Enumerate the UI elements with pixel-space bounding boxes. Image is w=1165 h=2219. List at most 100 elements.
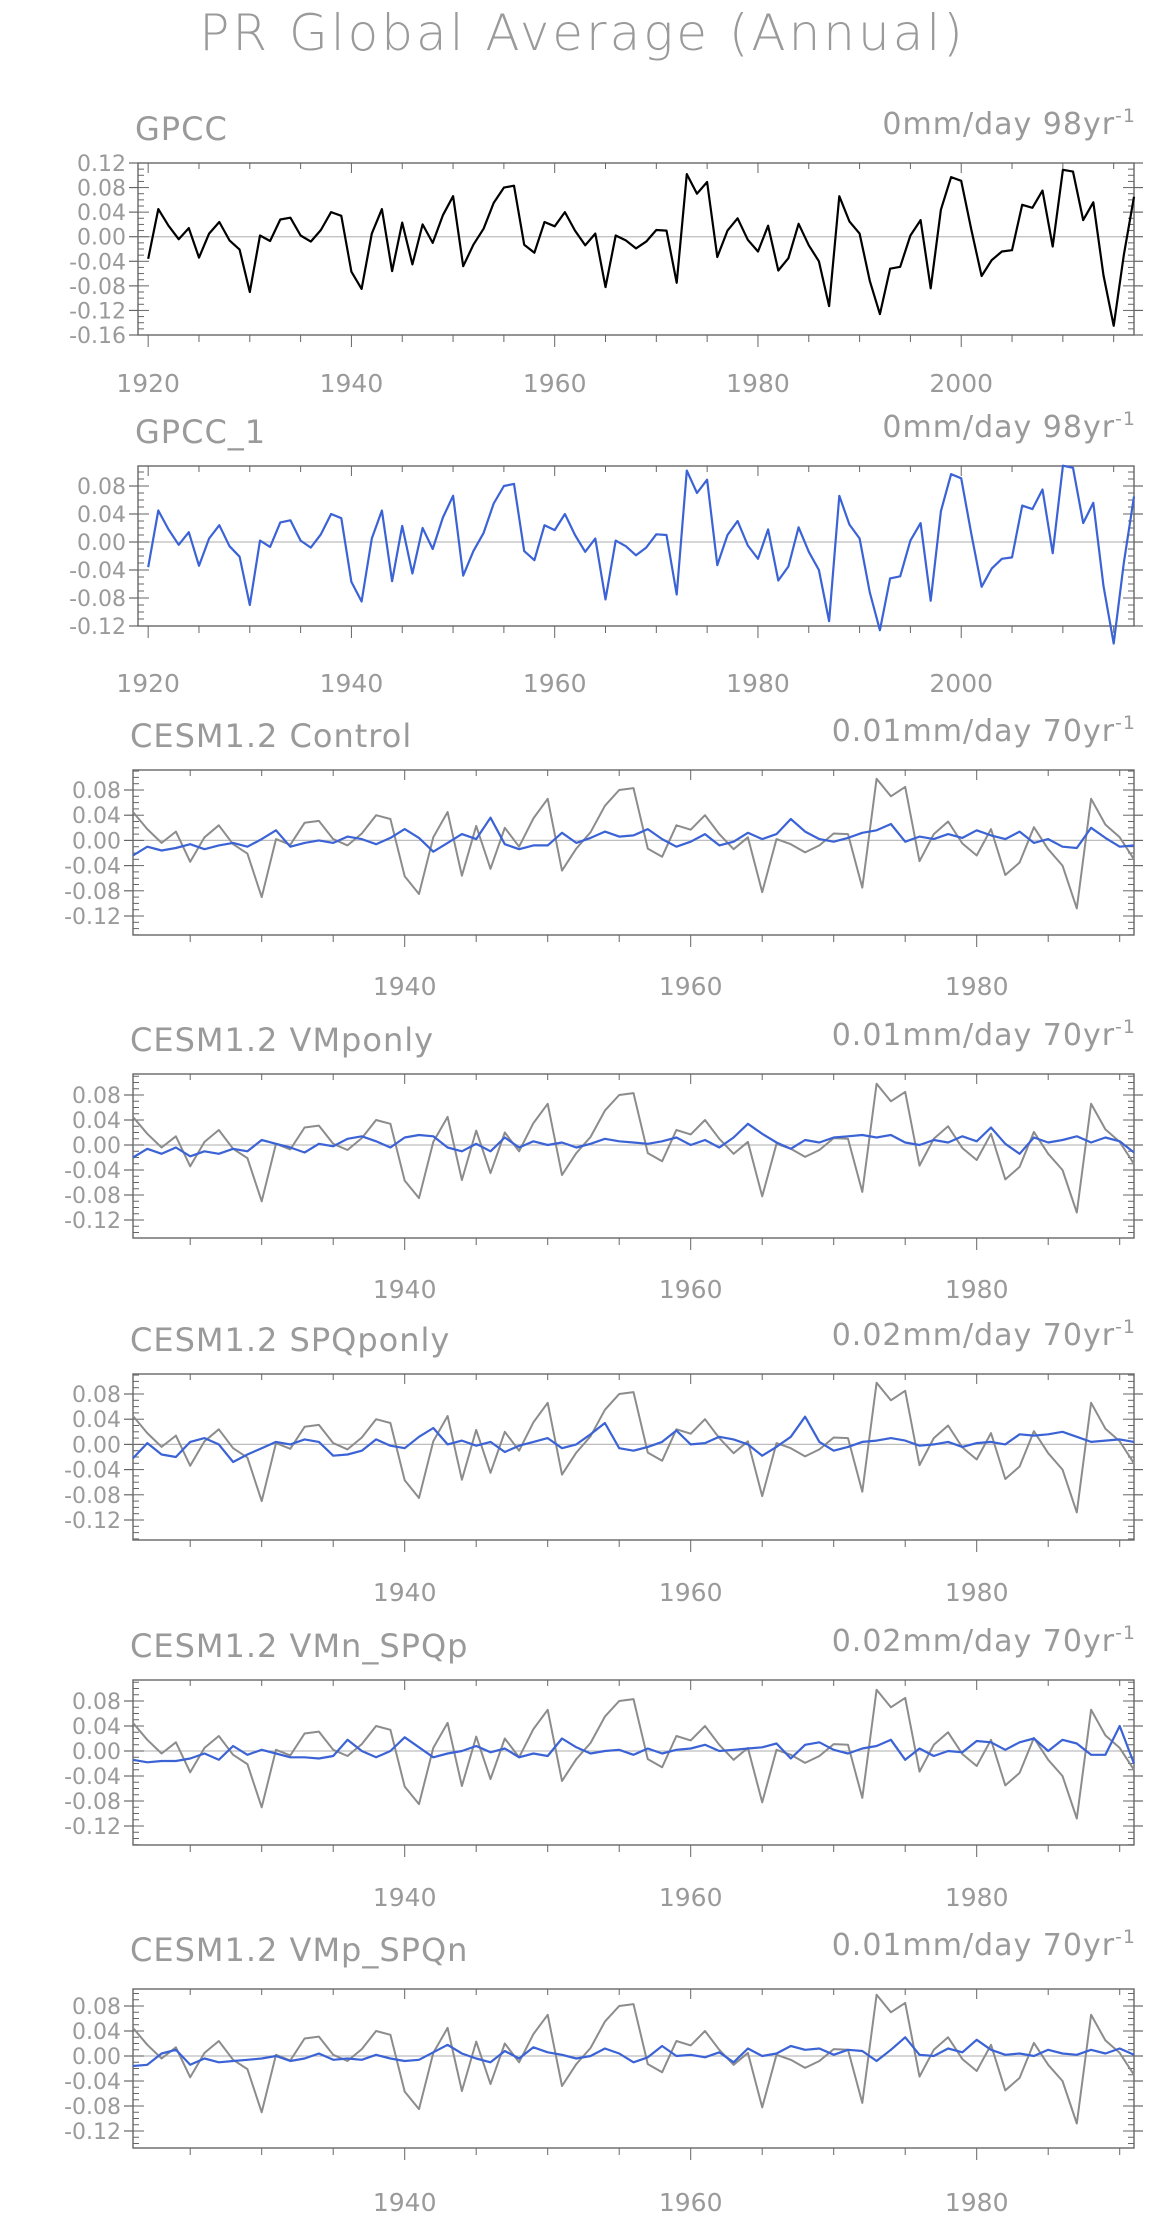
y-tick-label: 0.08 (77, 177, 126, 202)
trend-label: 0mm/day 98yr-1 (882, 105, 1136, 142)
y-tick-label: -0.12 (69, 299, 126, 324)
y-tick-label: 0.04 (77, 201, 126, 226)
x-tick-label: 1980 (726, 369, 790, 398)
y-tick-label: -0.04 (64, 1159, 121, 1184)
y-tick-label: -0.16 (69, 324, 126, 349)
y-tick-label: -0.12 (64, 905, 121, 930)
series-line-model (147, 464, 1136, 645)
x-tick-label: 1960 (659, 1578, 723, 1607)
y-tick-label: -0.04 (64, 2070, 121, 2095)
y-tick-label: -0.12 (64, 2120, 121, 2145)
x-tick-label: 1960 (523, 369, 587, 398)
y-tick-label: -0.04 (64, 855, 121, 880)
x-tick-label: 1940 (373, 1883, 437, 1912)
trend-label: 0.02mm/day 70yr-1 (832, 1316, 1136, 1353)
panel-title: CESM1.2 VMp_SPQn (130, 1931, 468, 1969)
x-tick-label: 1960 (659, 1275, 723, 1304)
y-tick-label: -0.12 (64, 1209, 121, 1234)
y-tick-label: 0.00 (72, 1433, 121, 1458)
panel-5: CESM1.2 SPQponly 0.02mm/day 70yr-10.080.0… (64, 1316, 1143, 1607)
x-tick-label: 1940 (373, 1275, 437, 1304)
x-tick-label: 2000 (929, 669, 993, 698)
series-line-ref (132, 1993, 1135, 2125)
y-tick-label: 0.04 (72, 804, 121, 829)
x-tick-label: 1940 (320, 669, 384, 698)
x-tick-label: 1980 (945, 1578, 1009, 1607)
y-tick-label: -0.12 (64, 1815, 121, 1840)
y-tick-label: -0.08 (64, 880, 121, 905)
x-tick-label: 1960 (659, 972, 723, 1001)
y-tick-label: -0.08 (69, 275, 126, 300)
plot-frame (132, 1988, 1135, 2149)
y-tick-label: 0.08 (77, 475, 126, 500)
y-tick-label: 0.00 (72, 1134, 121, 1159)
y-tick-label: -0.12 (64, 1509, 121, 1534)
x-tick-label: 1940 (373, 1578, 437, 1607)
y-tick-label: 0.08 (72, 1995, 121, 2020)
plot-frame (132, 769, 1135, 936)
x-tick-label: 1920 (116, 669, 180, 698)
y-tick-label: 0.04 (72, 2020, 121, 2045)
trend-label: 0.01mm/day 70yr-1 (832, 712, 1136, 749)
trend-label: 0.01mm/day 70yr-1 (832, 1926, 1136, 1963)
y-tick-label: -0.08 (64, 1484, 121, 1509)
y-tick-label: -0.04 (69, 250, 126, 275)
series-line-model (132, 816, 1135, 857)
y-tick-label: -0.08 (64, 1184, 121, 1209)
x-tick-label: 1980 (945, 1883, 1009, 1912)
series-line-model (132, 1415, 1135, 1464)
series-line-model (132, 2036, 1135, 2068)
series-line-ref (132, 1688, 1135, 1820)
x-tick-label: 1920 (116, 369, 180, 398)
y-tick-label: 0.00 (72, 1740, 121, 1765)
panel-4: CESM1.2 VMponly 0.01mm/day 70yr-1 0.080.04… (64, 1016, 1143, 1304)
plot-frame (132, 1073, 1135, 1239)
x-tick-label: 1940 (373, 972, 437, 1001)
x-tick-label: 1960 (523, 669, 587, 698)
x-tick-label: 1940 (320, 369, 384, 398)
y-tick-label: -0.08 (64, 1790, 121, 1815)
plot-frame (137, 465, 1135, 627)
y-tick-label: 0.04 (72, 1715, 121, 1740)
page-title: PR Global Average (Annual) (199, 4, 966, 62)
y-tick-label: 0.04 (72, 1408, 121, 1433)
y-tick-label: 0.12 (77, 152, 126, 177)
panel-title: CESM1.2 VMponly (130, 1021, 434, 1059)
y-tick-label: -0.08 (64, 2095, 121, 2120)
plot-frame (132, 1373, 1135, 1541)
panel-title: CESM1.2 SPQponly (130, 1321, 450, 1359)
y-tick-label: 0.00 (72, 829, 121, 854)
panel-title: CESM1.2 Control (130, 717, 412, 755)
series-line-ref (132, 1082, 1135, 1214)
y-tick-label: 0.00 (77, 531, 126, 556)
y-tick-label: -0.04 (64, 1459, 121, 1484)
panel-title: CESM1.2 VMn_SPQp (130, 1627, 468, 1665)
y-tick-label: 0.08 (72, 1690, 121, 1715)
x-tick-label: 1940 (373, 2188, 437, 2217)
x-tick-label: 1980 (945, 1275, 1009, 1304)
series-line-model (132, 1122, 1135, 1159)
panel-6: CESM1.2 VMn_SPQp 0.02mm/day 70yr-10.080.0… (64, 1622, 1143, 1912)
x-tick-label: 2000 (929, 369, 993, 398)
y-tick-label: 0.08 (72, 1084, 121, 1109)
panel-1: GPCC 0mm/day 98yr-10.120.080.040.00-0.04-… (69, 105, 1143, 398)
x-tick-label: 1960 (659, 2188, 723, 2217)
y-tick-label: 0.08 (72, 1383, 121, 1408)
series-line-ref (132, 1381, 1135, 1514)
x-tick-label: 1980 (945, 972, 1009, 1001)
y-tick-label: 0.00 (77, 226, 126, 251)
series-line-ref (132, 777, 1135, 910)
series-line-obs (147, 168, 1136, 327)
panel-3: CESM1.2 Control 0.01mm/day 70yr-1 0.080.04… (64, 712, 1143, 1001)
x-tick-label: 1960 (659, 1883, 723, 1912)
x-tick-label: 1980 (726, 669, 790, 698)
x-tick-label: 1980 (945, 2188, 1009, 2217)
y-tick-label: 0.08 (72, 779, 121, 804)
plot-frame (132, 1679, 1135, 1846)
panel-2: GPCC_1 0mm/day 98yr-1 0.08 0.04 0.00 -0.04 -0.… (69, 408, 1143, 698)
panel-title: GPCC_1 (135, 413, 266, 451)
trend-label: 0.01mm/day 70yr-1 (832, 1016, 1136, 1053)
y-tick-label: -0.08 (69, 587, 126, 612)
y-tick-label: -0.12 (69, 615, 126, 640)
